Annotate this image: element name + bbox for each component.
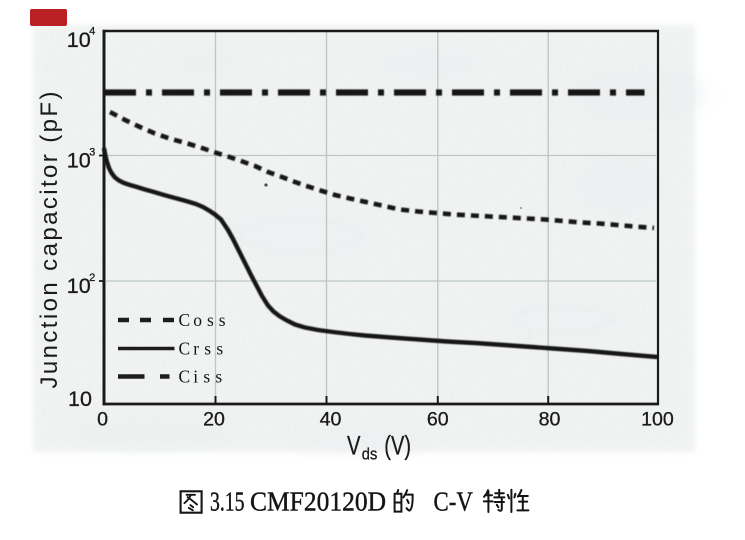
svg-text:10: 10	[68, 387, 92, 411]
svg-text:10: 10	[67, 149, 91, 173]
svg-text:iss: iss	[193, 367, 222, 387]
svg-text:C-V: C-V	[434, 487, 474, 517]
svg-text:(V): (V)	[384, 431, 411, 461]
svg-text:20: 20	[203, 409, 225, 431]
svg-text:4: 4	[89, 26, 95, 38]
svg-text:10: 10	[67, 28, 91, 52]
svg-text:C: C	[179, 367, 191, 387]
svg-text:C: C	[179, 310, 191, 330]
svg-text:80: 80	[539, 409, 561, 431]
svg-text:CMF20120D: CMF20120D	[250, 487, 386, 517]
svg-text:0: 0	[97, 409, 108, 431]
svg-text:2: 2	[89, 272, 95, 284]
svg-text:C: C	[179, 339, 191, 359]
svg-text:40: 40	[320, 409, 342, 431]
svg-text:10: 10	[67, 274, 91, 298]
svg-text:60: 60	[427, 409, 449, 431]
svg-text:3: 3	[89, 146, 95, 158]
svg-text:100: 100	[641, 409, 674, 431]
svg-text:3.15: 3.15	[210, 487, 245, 517]
svg-text:Junction capacitor (pF): Junction capacitor (pF)	[36, 92, 63, 389]
svg-text:oss: oss	[193, 310, 226, 330]
svg-text:V: V	[347, 431, 361, 461]
svg-text:ds: ds	[362, 446, 378, 464]
svg-text:rss: rss	[193, 339, 223, 359]
